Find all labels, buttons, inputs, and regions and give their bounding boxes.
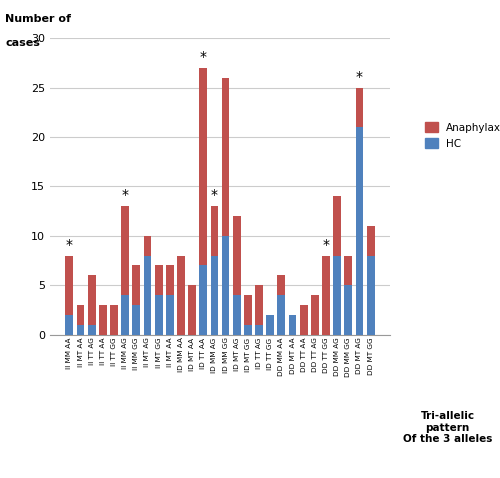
Bar bbox=[278, 275, 285, 335]
Text: *: * bbox=[356, 70, 363, 84]
Bar bbox=[166, 265, 173, 335]
Bar bbox=[76, 305, 84, 335]
Bar bbox=[210, 206, 218, 335]
Bar bbox=[288, 315, 296, 335]
Text: cases: cases bbox=[5, 38, 40, 48]
Bar bbox=[356, 87, 364, 335]
Bar bbox=[144, 236, 152, 335]
Bar bbox=[166, 295, 173, 335]
Bar bbox=[344, 285, 352, 335]
Bar bbox=[88, 275, 96, 335]
Bar bbox=[132, 265, 140, 335]
Bar bbox=[255, 285, 263, 335]
Bar bbox=[200, 68, 207, 335]
Bar bbox=[233, 295, 240, 335]
Bar bbox=[334, 256, 341, 335]
Bar bbox=[222, 78, 230, 335]
Text: *: * bbox=[200, 50, 207, 64]
Bar bbox=[288, 315, 296, 335]
Bar bbox=[154, 295, 162, 335]
Text: Number of: Number of bbox=[5, 14, 71, 24]
Bar bbox=[66, 315, 74, 335]
Text: *: * bbox=[122, 188, 128, 202]
Bar bbox=[88, 325, 96, 335]
Bar bbox=[76, 325, 84, 335]
Bar bbox=[121, 206, 129, 335]
Bar bbox=[110, 305, 118, 335]
Text: *: * bbox=[211, 188, 218, 202]
Bar bbox=[233, 216, 240, 335]
Bar bbox=[132, 305, 140, 335]
Bar bbox=[266, 315, 274, 335]
Text: *: * bbox=[66, 238, 73, 251]
Bar bbox=[66, 256, 74, 335]
Bar bbox=[121, 295, 129, 335]
Bar bbox=[99, 305, 106, 335]
Bar bbox=[177, 256, 185, 335]
Bar bbox=[322, 256, 330, 335]
Bar bbox=[255, 325, 263, 335]
Bar bbox=[311, 295, 319, 335]
Bar bbox=[278, 295, 285, 335]
Bar bbox=[222, 236, 230, 335]
Bar bbox=[144, 256, 152, 335]
Text: Tri-allelic
pattern
Of the 3 alleles: Tri-allelic pattern Of the 3 alleles bbox=[403, 411, 492, 444]
Bar bbox=[154, 265, 162, 335]
Legend: Anaphylaxis, HC: Anaphylaxis, HC bbox=[422, 118, 500, 153]
Bar bbox=[334, 196, 341, 335]
Text: *: * bbox=[322, 238, 330, 251]
Bar bbox=[300, 305, 308, 335]
Bar bbox=[200, 265, 207, 335]
Bar bbox=[244, 295, 252, 335]
Bar bbox=[356, 127, 364, 335]
Bar bbox=[266, 315, 274, 335]
Bar bbox=[366, 256, 374, 335]
Bar bbox=[210, 256, 218, 335]
Bar bbox=[366, 226, 374, 335]
Bar bbox=[244, 325, 252, 335]
Bar bbox=[344, 256, 352, 335]
Bar bbox=[188, 285, 196, 335]
